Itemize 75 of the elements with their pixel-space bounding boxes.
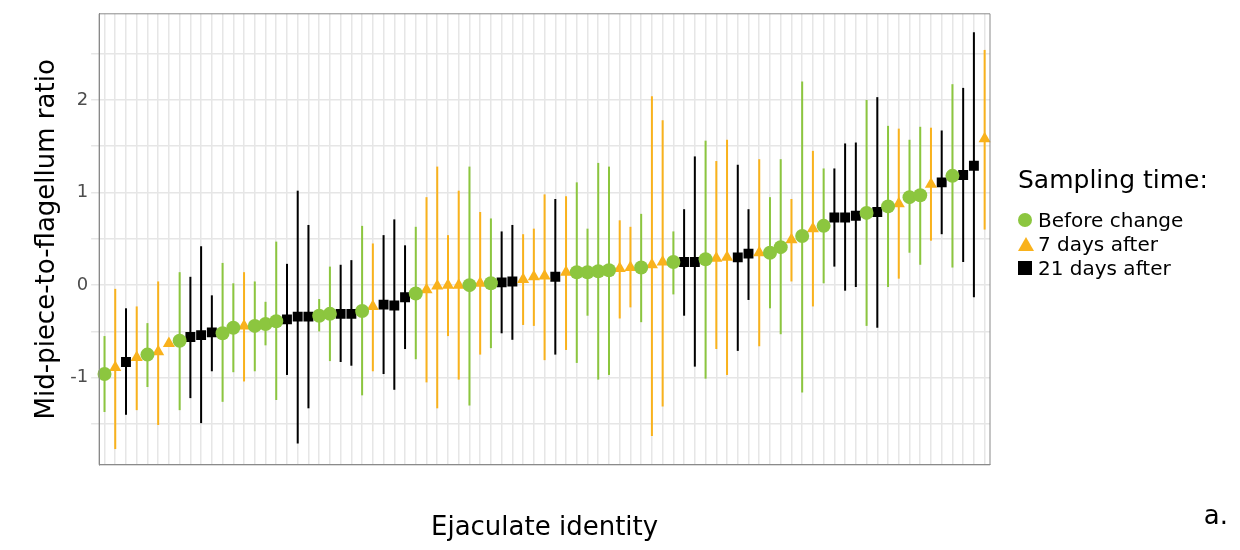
point xyxy=(269,314,284,329)
point xyxy=(753,245,766,257)
point xyxy=(881,199,896,214)
point xyxy=(215,326,230,341)
point xyxy=(378,299,389,310)
y-tick-label: 0 xyxy=(76,272,89,294)
point xyxy=(936,177,947,188)
point xyxy=(634,260,649,275)
point xyxy=(550,271,561,282)
point xyxy=(441,278,455,289)
legend-label: 7 days after xyxy=(1038,232,1158,256)
point xyxy=(559,265,573,276)
point xyxy=(795,229,810,244)
point xyxy=(859,205,874,220)
point xyxy=(121,357,131,367)
point xyxy=(496,277,507,288)
point xyxy=(743,248,754,259)
y-axis-title: Mid-piece-to-flagellum ratio xyxy=(30,59,61,420)
x-axis-title: Ejaculate identity xyxy=(430,511,659,542)
point xyxy=(400,292,410,303)
point xyxy=(517,272,530,284)
point xyxy=(303,311,314,322)
y-tick-label: 1 xyxy=(76,180,89,202)
y-tick-label: -1 xyxy=(70,365,89,387)
point xyxy=(624,260,637,272)
point xyxy=(720,250,734,261)
point xyxy=(140,347,155,362)
point xyxy=(109,360,122,372)
point xyxy=(162,336,175,347)
point xyxy=(945,168,960,183)
point xyxy=(958,169,969,180)
point xyxy=(601,263,616,278)
point xyxy=(913,188,928,203)
point xyxy=(732,252,743,263)
point xyxy=(389,300,400,311)
point xyxy=(698,252,713,267)
y-tick-label: 2 xyxy=(76,87,89,109)
text: a. xyxy=(1203,500,1228,530)
point xyxy=(924,177,938,188)
point xyxy=(816,218,831,233)
point xyxy=(196,330,207,341)
point xyxy=(483,276,498,291)
point xyxy=(130,350,143,361)
legend-title: Sampling time: xyxy=(1018,165,1208,194)
point xyxy=(462,278,477,293)
point xyxy=(335,308,346,319)
point xyxy=(185,332,196,342)
point xyxy=(346,308,357,319)
point xyxy=(507,276,518,287)
point xyxy=(282,314,292,325)
legend-label: Before change xyxy=(1038,208,1184,232)
point xyxy=(872,207,883,217)
point xyxy=(206,327,217,338)
point xyxy=(679,257,690,267)
point xyxy=(172,333,187,348)
point xyxy=(978,131,991,143)
legend-label: 21 days after xyxy=(1038,256,1171,280)
point xyxy=(773,240,788,255)
point xyxy=(408,286,423,301)
point xyxy=(762,245,777,260)
point xyxy=(355,304,370,319)
point xyxy=(840,212,851,223)
point xyxy=(785,232,798,244)
point xyxy=(431,279,444,290)
point xyxy=(666,254,681,269)
point xyxy=(452,278,465,289)
point xyxy=(829,212,840,223)
point xyxy=(689,257,700,267)
point xyxy=(527,269,540,281)
point xyxy=(850,210,861,221)
point xyxy=(806,221,819,233)
point xyxy=(226,320,241,335)
point xyxy=(322,306,337,321)
point xyxy=(968,160,979,171)
point xyxy=(292,311,303,322)
